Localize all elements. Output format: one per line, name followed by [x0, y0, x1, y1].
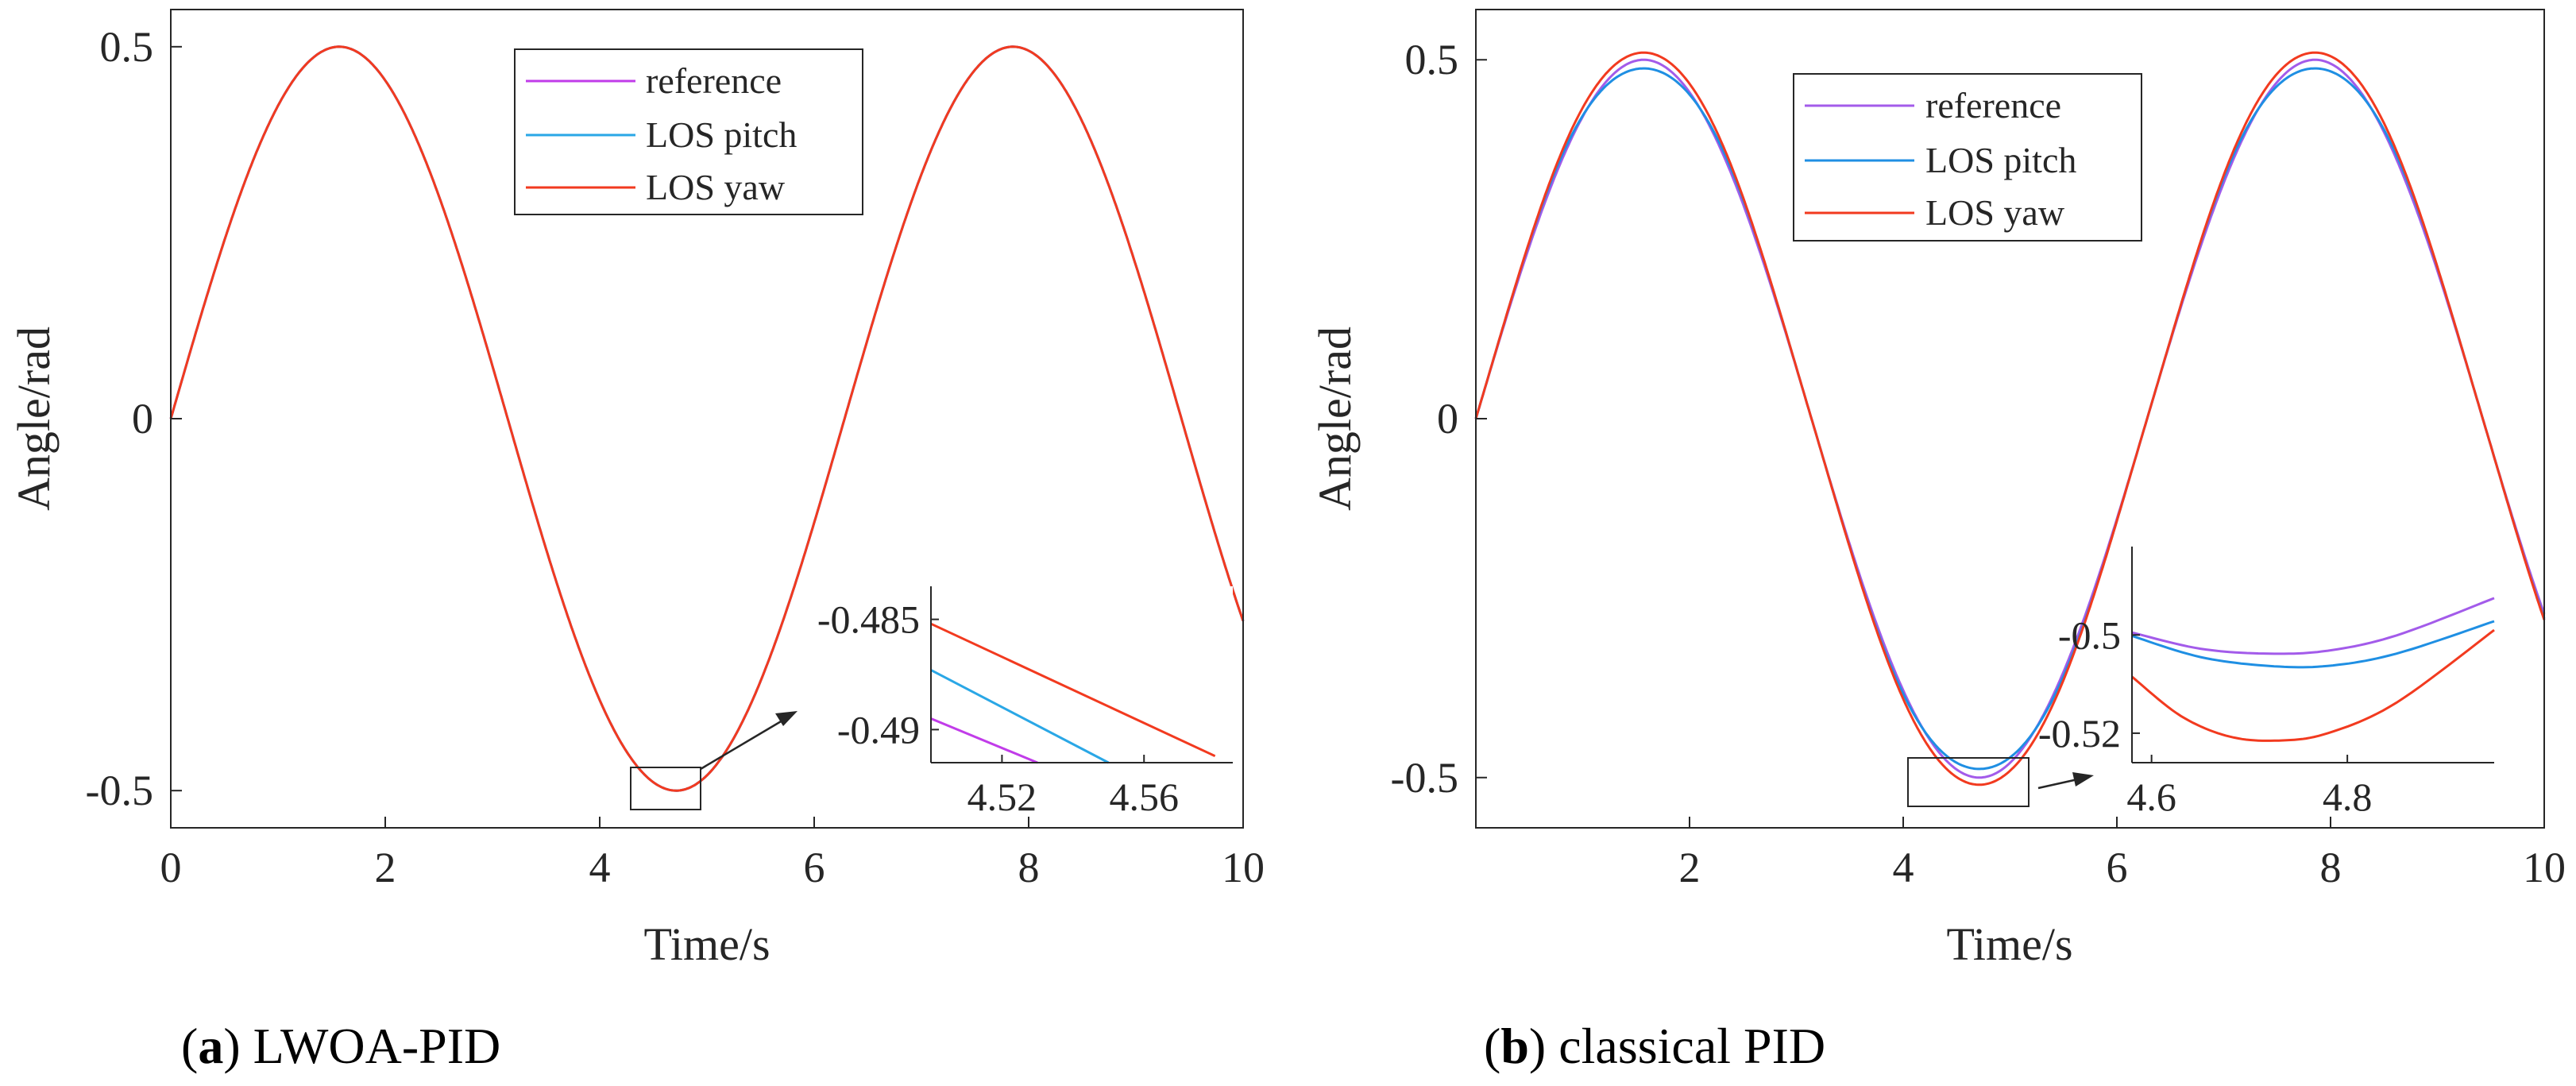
panel-a-inset: 4.52 4.56 -0.49 -0.485	[817, 586, 1233, 819]
panel-a-legend-label-pitch: LOS pitch	[646, 114, 797, 155]
panel-a-inset-ticks: 4.52 4.56 -0.49 -0.485	[817, 597, 1179, 819]
panel-b-ticks: 2 4 6 8 10 -0.5 0 0.5	[1391, 36, 2566, 891]
panel-a-series-yaw	[169, 45, 1245, 792]
panel-a-legend-label-reference: reference	[646, 60, 782, 101]
panel-a-inset-series-yaw	[930, 622, 1216, 758]
panel-b-inset-series-reference	[2131, 597, 2495, 655]
caption-a-paren-close: )	[223, 1018, 240, 1074]
caption-b-text: classical PID	[1546, 1018, 1825, 1074]
panel-b-inset-xtick-label: 4.8	[2323, 775, 2373, 819]
panel-b-xtick-label: 6	[2107, 844, 2128, 891]
panel-b-inset-ytick-label: -0.52	[2038, 711, 2121, 756]
panel-b-legend-label-yaw: LOS yaw	[1925, 192, 2065, 233]
panel-b-zoom-arrow-head	[2072, 772, 2094, 786]
panel-b-zoom-box	[1907, 757, 2030, 807]
panel-a-zoom-annotation	[630, 711, 798, 810]
panel-b: 2 4 6 8 10 -0.5 0 0.5 Time/s Angle/rad referenc…	[1309, 9, 2566, 970]
panel-b-xtick-label: 8	[2320, 844, 2342, 891]
panel-b-inset-series-pitch	[2131, 620, 2495, 669]
panel-a-xtick-label: 2	[375, 844, 396, 891]
panel-a-xlabel: Time/s	[643, 918, 770, 970]
panel-b-inset-ytick-label: -0.5	[2058, 613, 2121, 657]
panel-a-zoom-arrow-line	[700, 717, 787, 771]
panel-b-legend: reference LOS pitch LOS yaw	[1793, 73, 2142, 242]
panel-b-inset: 4.6 4.8 -0.52 -0.5	[2038, 547, 2495, 819]
panel-a-inset-ytick-label: -0.485	[817, 597, 920, 642]
panel-b-zoom-annotation	[1907, 757, 2094, 807]
panel-a-ytick-label: -0.5	[86, 767, 153, 814]
caption-a-text: LWOA-PID	[241, 1018, 501, 1074]
panel-a-xtick-label: 6	[804, 844, 825, 891]
caption-b-key: b	[1500, 1018, 1529, 1074]
caption-b-paren-close: )	[1529, 1018, 1546, 1074]
panel-a-inset-series-reference	[930, 717, 1038, 764]
panel-a-zoom-box	[630, 767, 701, 810]
panel-a-plot-lines	[169, 45, 1245, 792]
panel-a: 0 2 4 6 8 10-0.500.5 Time/s Angle/rad referen…	[8, 9, 1265, 970]
panel-b-inset-xtick-label: 4.6	[2126, 775, 2176, 819]
panel-b-ytick-label: 0.5	[1405, 36, 1459, 83]
panel-b-legend-label-pitch: LOS pitch	[1925, 140, 2076, 180]
caption-b: (b) classical PID	[1484, 1018, 1825, 1074]
panel-b-legend-label-reference: reference	[1925, 85, 2061, 126]
panel-b-zoom-arrow-line	[2037, 777, 2082, 790]
panel-a-inset-background	[931, 586, 1233, 763]
panel-a-xtick-label: 10	[1222, 844, 1265, 891]
panel-a-xtick-label: 8	[1018, 844, 1040, 891]
panel-b-series-yaw	[1474, 51, 2546, 786]
panel-a-ytick-label: 0.5	[100, 23, 154, 71]
panel-a-ylabel: Angle/rad	[8, 327, 60, 511]
panel-b-xtick-label: 4	[1893, 844, 1914, 891]
panel-a-ticks: 0 2 4 6 8 10-0.500.5	[86, 23, 1265, 891]
caption-a: (a) LWOA-PID	[181, 1018, 500, 1074]
panel-a-inset-series-pitch	[930, 669, 1110, 764]
panel-b-ylabel: Angle/rad	[1309, 327, 1361, 511]
panel-b-inset-ticks: 4.6 4.8 -0.52 -0.5	[2038, 613, 2373, 819]
panel-a-xtick-label: 4	[589, 844, 611, 891]
caption-b-paren-open: (	[1484, 1018, 1500, 1074]
panel-a-inset-ytick-label: -0.49	[837, 707, 920, 752]
panel-a-xtick-label: 0	[160, 844, 182, 891]
panel-b-xtick-label: 10	[2523, 844, 2566, 891]
panel-b-inset-lines	[2131, 597, 2495, 742]
panel-a-inset-xtick-label: 4.56	[1109, 775, 1179, 819]
panel-a-zoom-arrow-head	[775, 711, 798, 726]
panel-a-inset-lines	[930, 622, 1216, 764]
panel-b-ytick-label: -0.5	[1391, 754, 1458, 802]
panel-b-inset-series-yaw	[2131, 628, 2495, 742]
panel-a-ytick-label: 0	[132, 395, 153, 443]
panel-a-legend-label-yaw: LOS yaw	[646, 167, 786, 207]
panel-a-inset-xtick-label: 4.52	[967, 775, 1037, 819]
caption-a-key: a	[198, 1018, 223, 1074]
panel-a-legend: reference LOS pitch LOS yaw	[514, 48, 863, 215]
panel-b-xlabel: Time/s	[1946, 918, 2072, 970]
caption-a-paren-open: (	[181, 1018, 198, 1074]
panel-b-xtick-label: 2	[1679, 844, 1701, 891]
panel-b-ytick-label: 0	[1437, 395, 1458, 443]
